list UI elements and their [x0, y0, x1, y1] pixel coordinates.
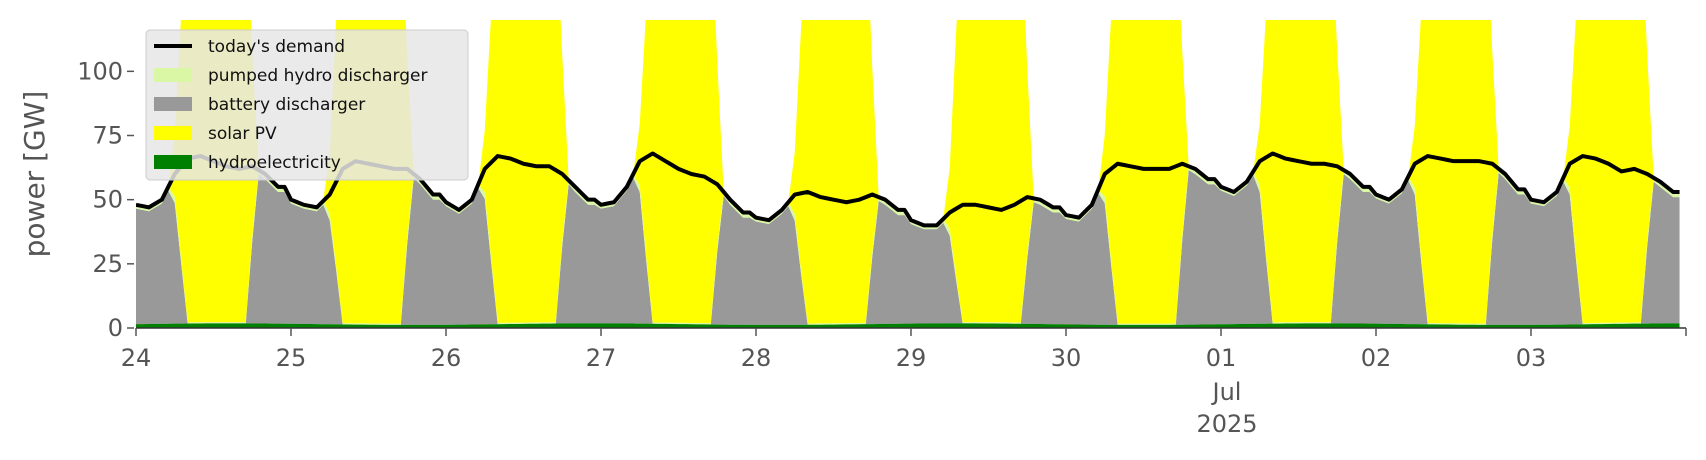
y-axis-label: power [GW]	[18, 91, 51, 258]
y-tick-label-0: 0	[108, 314, 123, 342]
x-tick-label-3: 27	[586, 344, 617, 372]
legend-label-today-s-demand: today's demand	[208, 37, 345, 57]
legend-swatch-solar-pv	[154, 126, 192, 140]
y-tick-label-100: 100	[77, 57, 123, 85]
y-tick-label-75: 75	[92, 122, 123, 150]
legend-label-solar-pv: solar PV	[208, 124, 277, 144]
legend-box	[145, 29, 469, 181]
x-tick-label-6: 30	[1051, 344, 1082, 372]
area-solar-pv	[136, 20, 1680, 324]
legend-label-battery-discharger: battery discharger	[208, 95, 365, 115]
legend-label-hydroelectricity: hydroelectricity	[208, 153, 341, 173]
legend-swatch-hydroelectricity	[154, 155, 192, 169]
y-tick-label-50: 50	[92, 186, 123, 214]
legend-swatch-battery-discharger	[154, 97, 192, 111]
x-tick-label-2: 26	[431, 344, 462, 372]
x-tick-label-0: 24	[121, 344, 152, 372]
legend-swatch-pumped-hydro-discharger	[154, 68, 192, 82]
x-tick-label-8: 02	[1361, 344, 1392, 372]
x-tick-label-1: 25	[276, 344, 307, 372]
stacked-areas	[136, 20, 1680, 328]
x-month-label: Jul	[1211, 378, 1242, 406]
x-tick-label-5: 29	[896, 344, 927, 372]
area-hydroelectricity	[136, 323, 1680, 328]
legend: today's demand pumped hydro discharger bat…	[145, 29, 469, 181]
plot-area	[136, 20, 1680, 328]
axes: 0 25 50 75 100 24 25 26 27 28 29 30 01 02 03	[77, 57, 1687, 372]
x-tick-label-9: 03	[1516, 344, 1547, 372]
y-tick-label-25: 25	[92, 250, 123, 278]
x-tick-label-4: 28	[741, 344, 772, 372]
area-battery-discharger	[136, 170, 1680, 325]
legend-label-pumped-hydro-discharger: pumped hydro discharger	[208, 66, 427, 86]
x-year-label: 2025	[1196, 410, 1257, 438]
x-tick-label-7: 01	[1206, 344, 1237, 372]
